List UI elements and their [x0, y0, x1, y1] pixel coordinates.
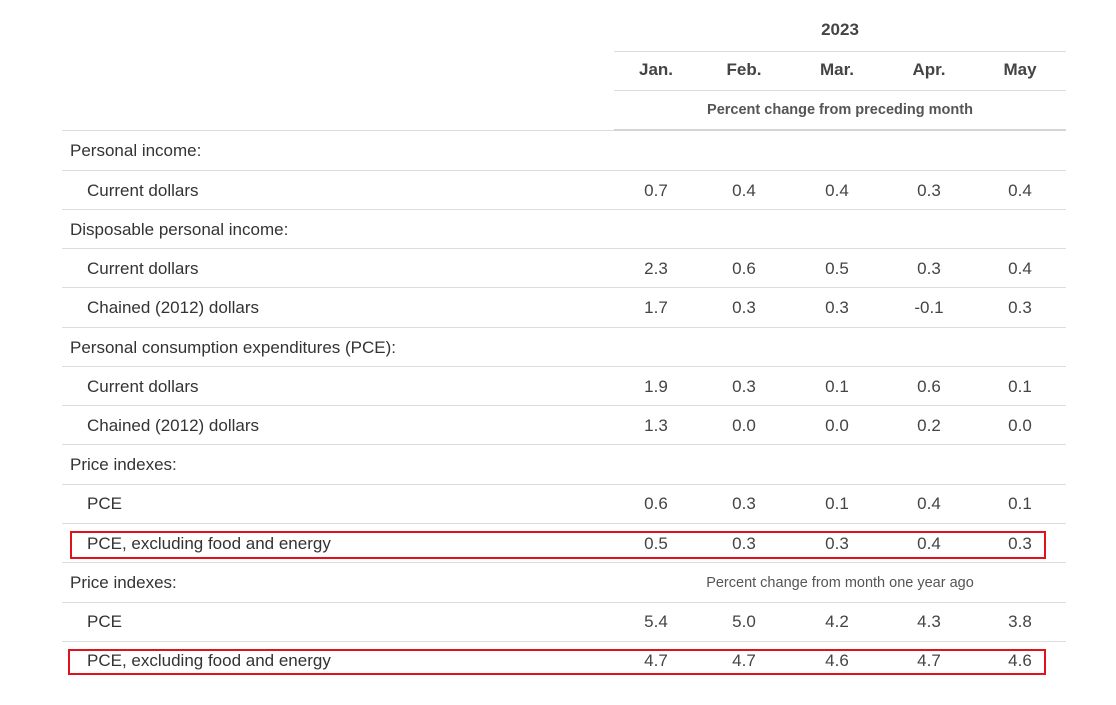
row-label-core-pce-monthly: PCE, excluding food and energy: [87, 534, 331, 553]
divider: [62, 562, 1066, 563]
month-header-may: May: [1003, 60, 1037, 79]
row-label-personal-income: Personal income:: [70, 141, 202, 160]
month-header-mar: Mar.: [819, 60, 855, 79]
cell-value: 0.3: [732, 534, 756, 553]
cell-value: 0.3: [732, 298, 756, 317]
divider: [62, 484, 1066, 485]
cell-value: 1.7: [644, 298, 668, 317]
cell-value: 0.3: [825, 534, 849, 553]
cell-value: 4.3: [917, 612, 941, 631]
cell-value: 2.3: [644, 259, 668, 278]
cell-value: 0.1: [1008, 494, 1032, 513]
row-label-dpi-chained: Chained (2012) dollars: [87, 298, 259, 317]
divider: [62, 405, 1066, 406]
cell-value: 0.4: [917, 494, 941, 513]
subheading-yearly: Percent change from month one year ago: [706, 575, 974, 591]
row-label-core-pce-yearly: PCE, excluding food and energy: [87, 651, 331, 670]
cell-value: 4.7: [732, 651, 756, 670]
cell-value: 0.1: [825, 377, 849, 396]
divider: [62, 130, 614, 131]
subheading-monthly: Percent change from preceding month: [707, 102, 973, 118]
cell-value: 0.6: [917, 377, 941, 396]
divider: [62, 366, 1066, 367]
cell-value: 0.1: [1008, 377, 1032, 396]
cell-value: 4.7: [644, 651, 668, 670]
highlight-box-core-pce-yearly: [68, 649, 1046, 675]
cell-value: 0.6: [732, 259, 756, 278]
cell-value: 0.7: [644, 181, 668, 200]
divider: [62, 327, 1066, 328]
cell-value: 0.4: [1008, 259, 1032, 278]
cell-value: 0.6: [644, 494, 668, 513]
row-label-pce-chained: Chained (2012) dollars: [87, 416, 259, 435]
row-label-dpi: Disposable personal income:: [70, 220, 289, 239]
month-header-feb: Feb.: [726, 60, 762, 79]
divider: [62, 287, 1066, 288]
cell-value: -0.1: [914, 298, 944, 317]
cell-value: 5.0: [732, 612, 756, 631]
cell-value: 4.7: [917, 651, 941, 670]
cell-value: 0.3: [917, 181, 941, 200]
cell-value: 0.1: [825, 494, 849, 513]
divider: [62, 602, 1066, 603]
cell-value: 4.6: [1008, 651, 1032, 670]
divider: [614, 51, 1066, 52]
row-label-pce: Personal consumption expenditures (PCE):: [70, 338, 396, 357]
divider: [62, 444, 1066, 445]
month-header-apr: Apr.: [912, 60, 946, 79]
cell-value: 1.9: [644, 377, 668, 396]
cell-value: 0.3: [732, 377, 756, 396]
cell-value: 0.4: [917, 534, 941, 553]
divider: [614, 129, 1066, 131]
month-header-jan: Jan.: [638, 60, 674, 79]
cell-value: 1.3: [644, 416, 668, 435]
cell-value: 0.0: [1008, 416, 1032, 435]
cell-value: 0.3: [1008, 298, 1032, 317]
divider: [62, 641, 1066, 642]
cell-value: 0.4: [732, 181, 756, 200]
cell-value: 4.2: [825, 612, 849, 631]
cell-value: 4.6: [825, 651, 849, 670]
row-label-price-indexes-yearly: Price indexes:: [70, 573, 177, 592]
divider: [62, 209, 1066, 210]
row-label-pce-price-yearly: PCE: [87, 612, 122, 631]
highlight-box-core-pce-monthly: [70, 531, 1046, 559]
cell-value: 0.4: [825, 181, 849, 200]
cell-value: 0.5: [644, 534, 668, 553]
cell-value: 0.2: [917, 416, 941, 435]
cell-value: 0.3: [825, 298, 849, 317]
divider: [62, 248, 1066, 249]
cell-value: 0.0: [732, 416, 756, 435]
cell-value: 0.3: [1008, 534, 1032, 553]
divider: [62, 170, 1066, 171]
cell-value: 0.4: [1008, 181, 1032, 200]
row-label-pce-current: Current dollars: [87, 377, 199, 396]
divider: [62, 523, 1066, 524]
cell-value: 0.3: [732, 494, 756, 513]
divider: [614, 90, 1066, 91]
cell-value: 0.0: [825, 416, 849, 435]
row-label-pi-current: Current dollars: [87, 181, 199, 200]
cell-value: 0.3: [917, 259, 941, 278]
row-label-dpi-current: Current dollars: [87, 259, 199, 278]
cell-value: 3.8: [1008, 612, 1032, 631]
cell-value: 0.5: [825, 259, 849, 278]
row-label-pce-price-monthly: PCE: [87, 494, 122, 513]
cell-value: 5.4: [644, 612, 668, 631]
row-label-price-indexes-monthly: Price indexes:: [70, 455, 177, 474]
year-header: 2023: [821, 20, 859, 39]
